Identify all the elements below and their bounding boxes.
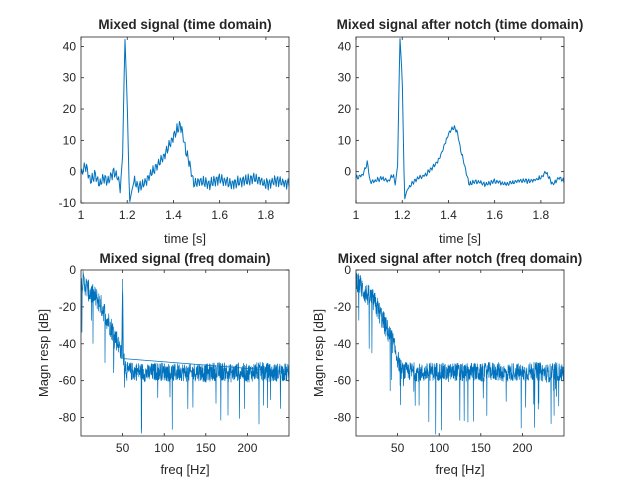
y-tick-label: -60 bbox=[59, 374, 77, 388]
y-tick-label: 0 bbox=[344, 263, 351, 277]
y-tick-label: 40 bbox=[63, 39, 77, 53]
y-tick-label: -80 bbox=[334, 411, 352, 425]
y-tick-label: -80 bbox=[59, 411, 77, 425]
x-axis-label: time [s] bbox=[439, 231, 481, 246]
y-tick-label: 0 bbox=[344, 165, 351, 179]
tick-marks bbox=[80, 37, 289, 204]
x-tick-labels: 50 100 150 200 bbox=[116, 441, 258, 455]
axes-box bbox=[80, 269, 290, 437]
y-tick-label: -10 bbox=[59, 196, 77, 210]
x-tick-label: 1 bbox=[78, 208, 85, 222]
x-tick-label: 1.4 bbox=[165, 208, 182, 222]
chart-title: Mixed signal (freq domain) bbox=[99, 251, 270, 266]
series-group bbox=[80, 271, 290, 434]
y-tick-label: 0 bbox=[69, 165, 76, 179]
x-tick-label: 100 bbox=[429, 441, 449, 455]
y-tick-label: 30 bbox=[338, 71, 352, 85]
series-line bbox=[355, 38, 565, 200]
series-group bbox=[355, 38, 565, 200]
y-tick-labels: -80 -60 -40 -20 0 bbox=[59, 263, 77, 425]
series-line bbox=[80, 271, 290, 434]
y-tick-label: 20 bbox=[63, 102, 77, 116]
x-tick-label: 150 bbox=[196, 441, 216, 455]
tick-marks bbox=[81, 269, 289, 436]
axes-box bbox=[355, 36, 565, 204]
y-tick-label: 0 bbox=[69, 263, 76, 277]
y-tick-label: -60 bbox=[334, 374, 352, 388]
x-tick-labels: 1 1.2 1.4 1.6 1.8 bbox=[78, 208, 275, 222]
axes-box bbox=[355, 269, 565, 437]
x-tick-label: 1 bbox=[353, 208, 360, 222]
series-group bbox=[80, 39, 290, 203]
y-tick-label: 30 bbox=[63, 71, 77, 85]
x-tick-label: 150 bbox=[471, 441, 491, 455]
y-axis-label: Magn resp [dB] bbox=[36, 309, 51, 397]
axes-box bbox=[80, 36, 290, 204]
x-axis-label: freq [Hz] bbox=[160, 462, 209, 477]
panel-freq-notched: Mixed signal after notch (freq domain) 5… bbox=[311, 251, 582, 477]
y-tick-label: -40 bbox=[59, 337, 77, 351]
x-tick-label: 50 bbox=[391, 441, 405, 455]
x-tick-label: 1.2 bbox=[394, 208, 411, 222]
tick-marks bbox=[355, 37, 564, 203]
x-tick-labels: 50 100 150 200 bbox=[391, 441, 533, 455]
series-line bbox=[355, 272, 565, 435]
x-tick-label: 1.6 bbox=[486, 208, 503, 222]
panel-freq-original: Mixed signal (freq domain) 50 100 150 200 -… bbox=[36, 251, 290, 477]
y-tick-label: 10 bbox=[63, 133, 77, 147]
x-tick-label: 1.8 bbox=[258, 208, 275, 222]
y-tick-label: -20 bbox=[59, 300, 77, 314]
y-tick-label: 40 bbox=[338, 39, 352, 53]
y-axis-label: Magn resp [dB] bbox=[311, 309, 326, 397]
x-tick-labels: 1 1.2 1.4 1.6 1.8 bbox=[353, 208, 550, 222]
y-tick-labels: -10 0 10 20 30 40 bbox=[59, 39, 77, 210]
x-tick-label: 200 bbox=[237, 441, 257, 455]
y-tick-label: -20 bbox=[334, 300, 352, 314]
y-tick-label: 10 bbox=[338, 133, 352, 147]
x-axis-label: time [s] bbox=[164, 231, 206, 246]
panel-time-original: Mixed signal (time domain) 1 1.2 1.4 1.6 1.8… bbox=[59, 17, 290, 246]
x-tick-label: 100 bbox=[154, 441, 174, 455]
x-tick-label: 1.6 bbox=[211, 208, 228, 222]
x-tick-label: 1.2 bbox=[119, 208, 136, 222]
x-tick-label: 200 bbox=[512, 441, 532, 455]
series-group bbox=[355, 272, 565, 435]
panel-time-notched: Mixed signal after notch (time domain) 1… bbox=[337, 17, 584, 246]
y-tick-label: 20 bbox=[338, 102, 352, 116]
x-tick-label: 1.8 bbox=[533, 208, 550, 222]
chart-title: Mixed signal after notch (time domain) bbox=[337, 17, 584, 32]
tick-marks bbox=[356, 269, 564, 436]
chart-title: Mixed signal after notch (freq domain) bbox=[338, 251, 583, 266]
series-line bbox=[80, 39, 290, 203]
x-axis-label: freq [Hz] bbox=[435, 462, 484, 477]
x-tick-label: 50 bbox=[116, 441, 130, 455]
y-tick-labels: 0 10 20 30 40 bbox=[338, 39, 352, 178]
y-tick-label: -40 bbox=[334, 337, 352, 351]
x-tick-label: 1.4 bbox=[440, 208, 457, 222]
y-tick-labels: -80 -60 -40 -20 0 bbox=[334, 263, 352, 425]
chart-title: Mixed signal (time domain) bbox=[98, 17, 271, 32]
